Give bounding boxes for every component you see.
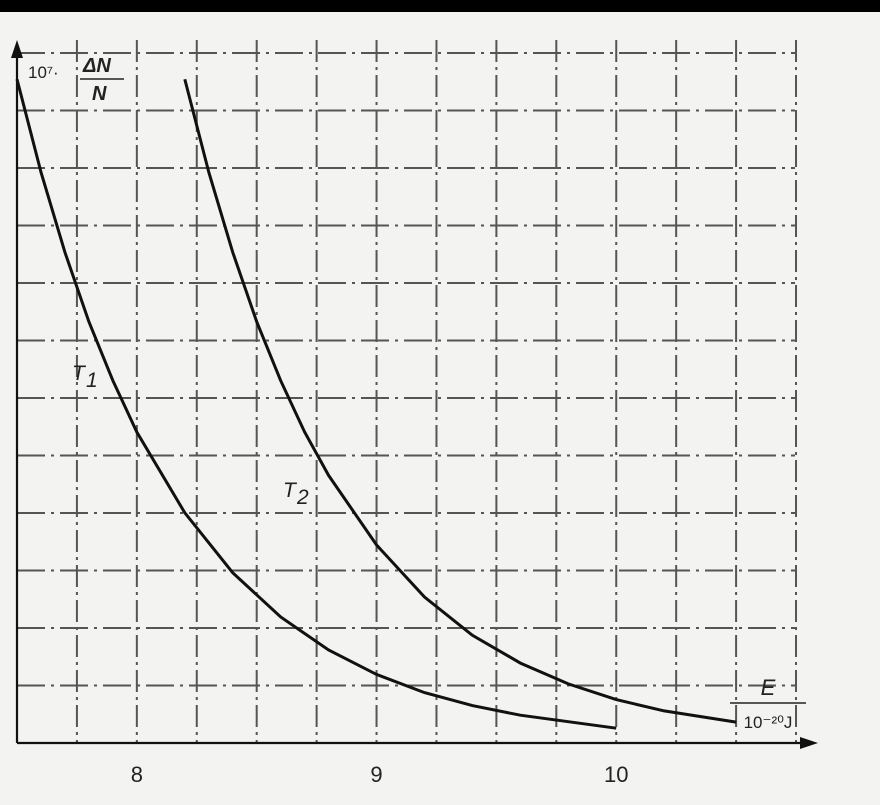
series-label-t2-sub: 2 xyxy=(296,486,309,509)
series-line-t2 xyxy=(183,78,737,724)
y-axis-label: 10⁷· ΔN N xyxy=(28,55,124,105)
grid-lines xyxy=(17,40,798,743)
chart-background xyxy=(0,12,880,805)
x-label-numerator: E xyxy=(761,675,776,700)
series-line-t1 xyxy=(15,78,617,730)
x-label-denominator: 10⁻²⁰J xyxy=(744,713,793,732)
y-axis-arrow-icon xyxy=(11,40,23,58)
x-tick-label: 9 xyxy=(370,762,382,787)
x-axis-label: E 10⁻²⁰J xyxy=(730,675,806,732)
series-label-t2: T 2 xyxy=(283,479,309,509)
x-axis-arrow-icon xyxy=(800,737,818,749)
x-tick-label: 8 xyxy=(131,762,143,787)
series-lines xyxy=(15,78,737,730)
y-label-numerator: ΔN xyxy=(82,55,111,77)
series-label-t1: T 1 xyxy=(72,362,98,392)
series-label-t2-main: T xyxy=(283,479,298,502)
x-tick-labels: 8 9 10 xyxy=(131,762,629,787)
axes xyxy=(11,40,818,749)
y-label-denominator: N xyxy=(92,83,107,105)
x-tick-label: 10 xyxy=(604,762,628,787)
y-label-prefix: 10⁷· xyxy=(28,63,59,82)
series-label-t1-sub: 1 xyxy=(86,369,98,392)
series-label-t1-main: T xyxy=(72,362,87,385)
